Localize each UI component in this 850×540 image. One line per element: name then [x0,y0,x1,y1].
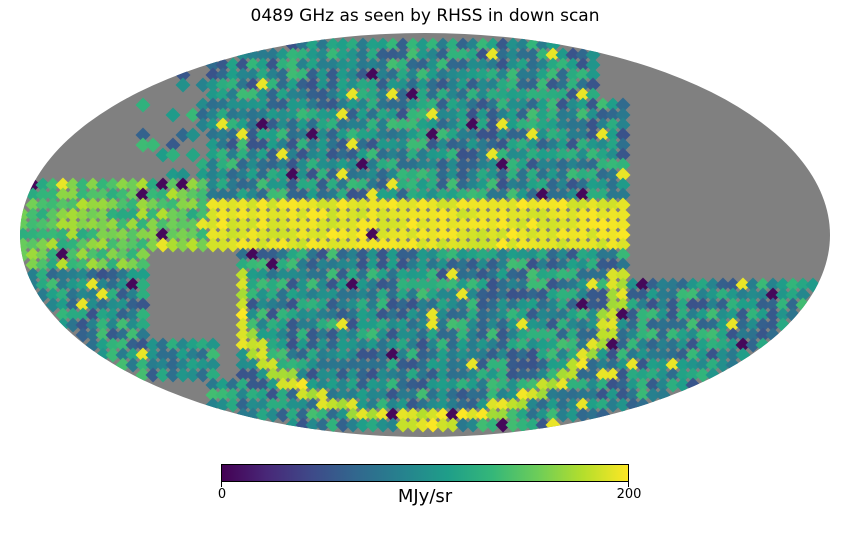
colorbar-tick-min [221,482,222,487]
colorbar-gradient [222,465,628,481]
mollweide-sky-map [20,33,830,437]
colorbar-unit-label: MJy/sr [397,486,453,507]
colorbar [221,464,629,482]
map-pixels [20,33,830,437]
colorbar-tick-max [628,482,629,487]
colorbar-min-label: 0 [217,487,227,502]
colorbar-max-label: 200 [616,487,642,502]
map-title: 0489 GHz as seen by RHSS in down scan [250,6,600,26]
